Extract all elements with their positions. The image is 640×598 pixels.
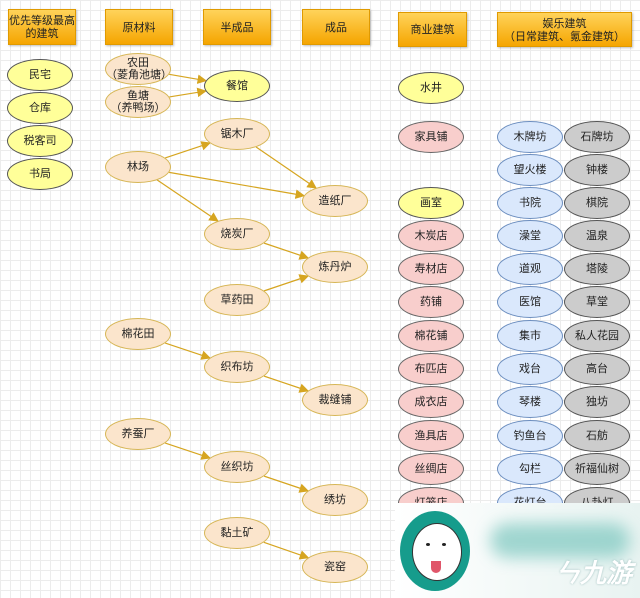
building-node: 仓库 <box>7 92 73 124</box>
building-node: 医馆 <box>497 286 563 318</box>
building-node: 造纸厂 <box>302 185 368 217</box>
building-node: 钓鱼台 <box>497 420 563 452</box>
arrow-edge <box>156 179 219 222</box>
building-node: 税客司 <box>7 125 73 157</box>
building-node: 书院 <box>497 187 563 219</box>
column-header: 原材料 <box>105 9 173 45</box>
arrow-edge <box>169 73 208 84</box>
arrow-edge <box>168 171 306 199</box>
building-node: 石舫 <box>564 420 630 452</box>
building-node: 家具铺 <box>398 121 464 153</box>
building-node: 独坊 <box>564 386 630 418</box>
column-header: 优先等级最高 的建筑 <box>8 9 76 45</box>
building-node: 炼丹炉 <box>302 251 368 283</box>
arrow-edge <box>169 87 207 98</box>
arrow-edge <box>165 442 211 460</box>
building-node: 草药田 <box>204 284 270 316</box>
building-node: 丝织坊 <box>204 451 270 483</box>
arrow-edge <box>165 141 211 159</box>
building-node: 农田 （菱角池塘） <box>105 53 172 85</box>
building-node: 棋院 <box>564 187 630 219</box>
building-node: 渔具店 <box>398 420 464 452</box>
blurred-text <box>490 523 630 558</box>
arrow-edge <box>263 475 310 493</box>
building-node: 民宅 <box>7 59 73 91</box>
building-node: 绣坊 <box>302 484 368 516</box>
arrow-edge <box>165 342 211 360</box>
column-header: 成品 <box>302 9 370 45</box>
arrow-edge <box>255 146 317 189</box>
column-header: 半成品 <box>203 9 271 45</box>
building-node: 祈福仙树 <box>564 453 630 485</box>
building-node: 餐馆 <box>204 70 270 102</box>
building-node: 水井 <box>398 72 464 104</box>
building-node: 钟楼 <box>564 154 630 186</box>
building-node: 勾栏 <box>497 453 563 485</box>
building-node: 塔陵 <box>564 253 630 285</box>
dog-avatar <box>400 511 470 591</box>
building-node: 集市 <box>497 320 563 352</box>
column-header: 娱乐建筑 （日常建筑、氪金建筑） <box>497 12 632 47</box>
building-node: 高台 <box>564 353 630 385</box>
building-node: 温泉 <box>564 220 630 252</box>
building-node: 养蚕厂 <box>105 418 171 450</box>
building-node: 书局 <box>7 158 73 190</box>
watermark-overlay: ㄣ九游 <box>395 503 640 598</box>
arrow-edge <box>263 242 310 260</box>
arrow-edge <box>263 541 310 560</box>
building-node: 画室 <box>398 187 464 219</box>
building-node: 瓷窑 <box>302 551 368 583</box>
building-node: 药铺 <box>398 286 464 318</box>
building-node: 成衣店 <box>398 386 464 418</box>
building-node: 锯木厂 <box>204 118 270 150</box>
building-node: 黏土矿 <box>204 517 270 549</box>
building-node: 棉花铺 <box>398 320 464 352</box>
building-node: 鱼塘 （养鸭场） <box>105 86 171 118</box>
building-node: 林场 <box>105 151 171 183</box>
building-node: 裁缝铺 <box>302 384 368 416</box>
arrow-edge <box>263 375 310 393</box>
building-node: 戏台 <box>497 353 563 385</box>
column-header: 商业建筑 <box>398 12 467 47</box>
building-node: 石牌坊 <box>564 121 630 153</box>
building-node: 烧炭厂 <box>204 218 270 250</box>
building-node: 寿材店 <box>398 253 464 285</box>
building-node: 私人花园 <box>564 320 630 352</box>
building-node: 望火楼 <box>497 154 563 186</box>
building-node: 道观 <box>497 253 563 285</box>
building-node: 木炭店 <box>398 220 464 252</box>
building-node: 布匹店 <box>398 353 464 385</box>
building-node: 澡堂 <box>497 220 563 252</box>
building-node: 丝绸店 <box>398 453 464 485</box>
building-node: 草堂 <box>564 286 630 318</box>
arrow-edge <box>263 274 310 292</box>
building-node: 织布坊 <box>204 351 270 383</box>
building-node: 木牌坊 <box>497 121 563 153</box>
building-node: 琴楼 <box>497 386 563 418</box>
site-logo: ㄣ九游 <box>553 559 632 589</box>
building-node: 棉花田 <box>105 318 171 350</box>
